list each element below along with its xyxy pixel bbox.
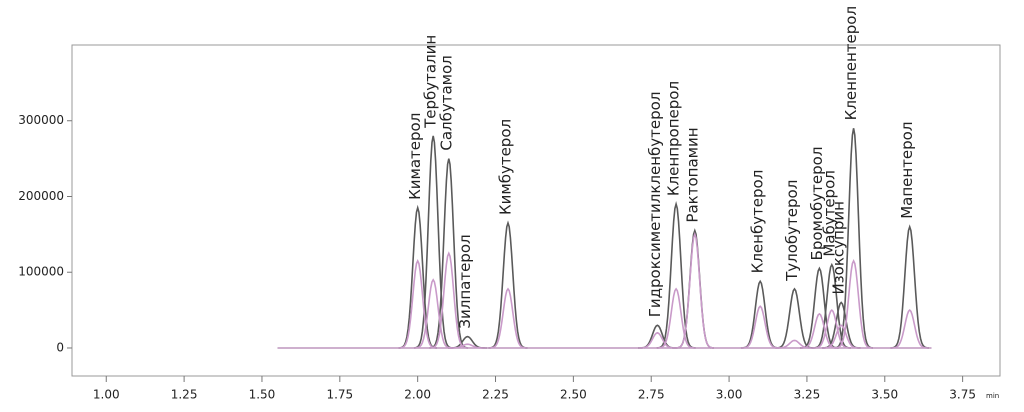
peak-label: Кленпентерол xyxy=(842,6,860,120)
peak xyxy=(429,251,468,349)
peak-label: Бромобутерол xyxy=(808,147,826,261)
peak-label: Изоксуприн xyxy=(830,201,848,294)
peak xyxy=(890,308,929,349)
peak-label: Кленпроперол xyxy=(665,81,683,196)
y-tick-label: 100000 xyxy=(18,265,64,279)
x-tick-label: 3.75 xyxy=(949,388,976,402)
peak xyxy=(800,312,839,349)
y-tick-label: 300000 xyxy=(18,113,64,127)
peak xyxy=(740,279,780,349)
peak xyxy=(775,339,814,349)
x-tick-label: 3.00 xyxy=(716,388,743,402)
peak-label: Тербуталин xyxy=(422,35,440,129)
x-tick-label: 2.50 xyxy=(560,388,587,402)
peak-label: Мапентерол xyxy=(898,122,916,219)
peak-label: Мабутерол xyxy=(820,170,838,257)
x-tick-label: 2.00 xyxy=(404,388,431,402)
peak-label: Салбутамол xyxy=(437,55,455,150)
peak xyxy=(638,324,677,349)
peak xyxy=(675,231,714,349)
peak xyxy=(834,258,873,349)
peak-label: Рактопамин xyxy=(683,127,701,222)
peak-label: Киматерол xyxy=(406,113,424,200)
x-tick-label: 3.50 xyxy=(871,388,898,402)
peak xyxy=(488,287,528,349)
peak xyxy=(413,135,453,349)
peak-label: Тулобутерол xyxy=(783,180,801,282)
x-tick-label: 1.00 xyxy=(93,388,120,402)
peak xyxy=(890,224,929,349)
peak xyxy=(812,262,851,349)
peak xyxy=(413,278,453,349)
peak-label: Кленбутерол xyxy=(749,170,767,274)
y-tick-label: 200000 xyxy=(18,189,64,203)
x-tick-label: 3.25 xyxy=(794,388,821,402)
peak xyxy=(656,287,696,349)
peak xyxy=(675,228,714,349)
peak xyxy=(448,335,487,349)
x-tick-label: 2.75 xyxy=(638,388,665,402)
x-unit: min xyxy=(986,392,999,400)
peak xyxy=(448,343,487,349)
x-tick-label: 1.75 xyxy=(326,388,353,402)
peak xyxy=(812,308,852,349)
x-tick-label: 1.50 xyxy=(249,388,276,402)
peak xyxy=(800,266,839,349)
y-tick-label: 0 xyxy=(56,340,64,354)
x-tick-label: 1.25 xyxy=(171,388,198,402)
peak-label: Гидроксиметилкленбутерол xyxy=(646,92,664,318)
peak-label: Зилпатерол xyxy=(456,234,474,328)
peak xyxy=(740,305,780,349)
peak xyxy=(775,287,814,349)
peak-label: Кимбутерол xyxy=(496,119,514,215)
peak xyxy=(398,204,437,349)
peak xyxy=(656,201,696,349)
plot-frame xyxy=(71,44,1001,377)
x-tick-label: 2.25 xyxy=(482,388,509,402)
peak xyxy=(398,258,437,349)
peak xyxy=(822,324,861,349)
peak xyxy=(488,220,528,349)
peak xyxy=(638,331,677,349)
